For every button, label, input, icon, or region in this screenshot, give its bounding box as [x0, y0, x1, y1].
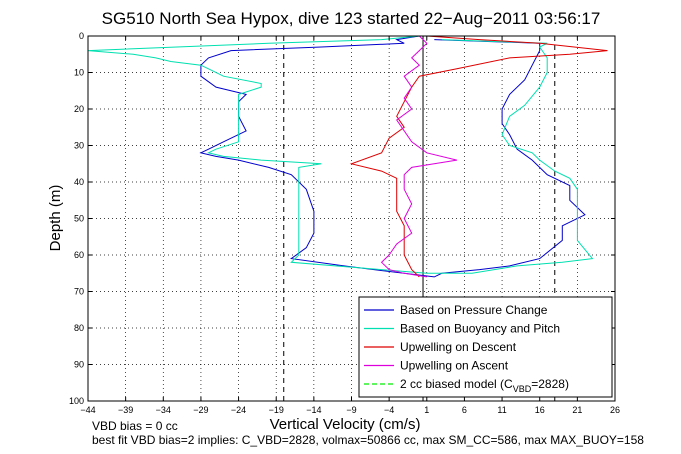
legend-items: Based on Pressure Change Based on Buoyanc… [364, 303, 569, 394]
series-line-based-on-buoyancy-and-pitch [87, 35, 594, 274]
axis-ticks: −44 −39 −34 −29 −24 −19 −14 −9 −4 1 6 11 16 21 2601020… [69, 31, 620, 415]
y-tick-label: 50 [74, 214, 84, 224]
y-tick-label: 80 [74, 323, 84, 333]
x-tick-label: 1 [424, 405, 429, 415]
series-line-based-on-pressure-change [199, 35, 586, 278]
legend-label: Based on Buoyancy and Pitch [400, 322, 560, 336]
legend: Based on Pressure Change Based on Buoyanc… [358, 296, 613, 398]
legend-label: 2 cc biased model (CVBD=2828) [400, 377, 569, 394]
legend-label: Upwelling on Descent [400, 340, 517, 354]
legend-box [358, 296, 613, 398]
x-tick-label: −14 [306, 405, 321, 415]
x-tick-label: −44 [80, 405, 95, 415]
y-tick-label: 10 [74, 68, 84, 78]
x-tick-label: −9 [346, 405, 356, 415]
y-tick-label: 100 [69, 396, 84, 406]
y-tick-label: 90 [74, 360, 84, 370]
x-axis-label: Vertical Velocity (cm/s) [270, 416, 421, 433]
x-tick-label: 16 [535, 405, 545, 415]
legend-label: Based on Pressure Change [400, 303, 548, 317]
y-tick-label: 70 [74, 287, 84, 297]
vbd-bias-note: VBD bias = 0 cc [92, 419, 178, 433]
x-tick-label: −24 [231, 405, 246, 415]
x-tick-label: −39 [118, 405, 133, 415]
y-tick-label: 40 [74, 177, 84, 187]
chart-title: SG510 North Sea Hypox, dive 123 started … [102, 9, 601, 28]
y-tick-label: 0 [79, 31, 84, 41]
x-tick-label: 26 [610, 405, 620, 415]
x-tick-label: 21 [572, 405, 582, 415]
x-tick-label: −29 [193, 405, 208, 415]
y-tick-label: 20 [74, 104, 84, 114]
legend-label: Upwelling on Ascent [400, 359, 509, 373]
y-tick-label: 30 [74, 141, 84, 151]
best-fit-note: best fit VBD bias=2 implies: C_VBD=2828,… [92, 433, 644, 447]
series-line-upwelling-on-descent [349, 35, 608, 278]
series-lines [87, 35, 608, 278]
x-tick-label: −4 [384, 405, 394, 415]
x-tick-label: 6 [462, 405, 467, 415]
x-tick-label: −34 [156, 405, 171, 415]
x-tick-label: 11 [497, 405, 506, 415]
y-axis-label: Depth (m) [47, 185, 64, 252]
y-tick-label: 60 [74, 250, 84, 260]
x-tick-label: −19 [269, 405, 284, 415]
series-line-upwelling-on-ascent [380, 35, 458, 278]
